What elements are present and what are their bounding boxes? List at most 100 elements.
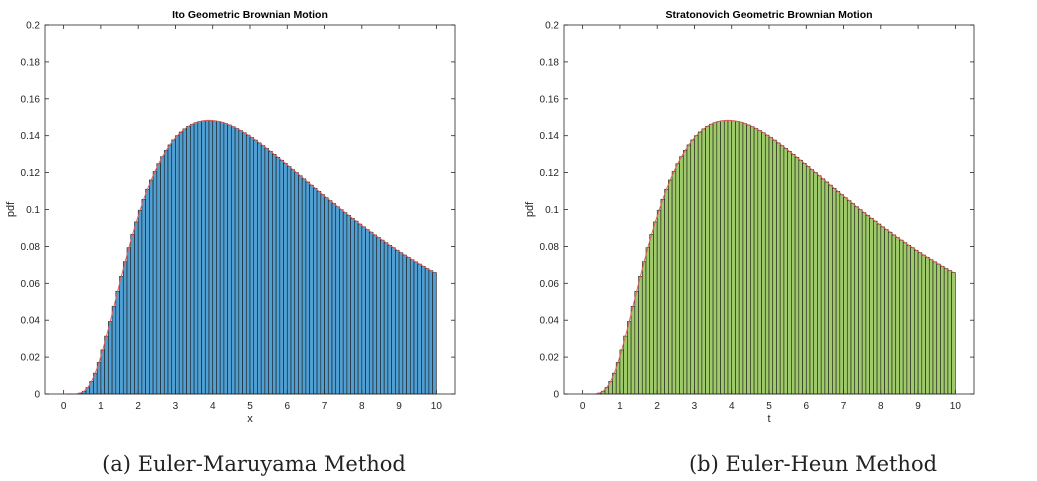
histogram-bar [936, 263, 941, 395]
histogram-bar [880, 226, 885, 395]
histogram-bar [313, 187, 318, 395]
y-tick-label: 0.12 [21, 168, 41, 179]
histogram-bar [346, 215, 351, 395]
histogram-bar [406, 256, 411, 395]
histogram-bar [835, 191, 841, 395]
y-tick-label: 0.1 [26, 205, 40, 216]
histogram-bar [791, 154, 796, 395]
histogram-bar [335, 206, 340, 395]
histogram-bar [294, 172, 299, 395]
caption-b: (b) Euler-Heun Method [554, 452, 1037, 476]
histogram-bar [798, 159, 803, 395]
x-tick-label: 3 [692, 401, 698, 412]
histogram-bar [219, 121, 225, 395]
histogram-bar [653, 221, 658, 395]
histogram-bar [701, 128, 706, 395]
chart-title: Ito Geometric Brownian Motion [172, 9, 328, 21]
histogram-bar [257, 142, 262, 395]
histogram-bar [376, 237, 381, 395]
x-tick-label: 0 [580, 401, 586, 412]
histogram-bar [305, 181, 310, 395]
x-tick-label: 3 [173, 401, 179, 412]
histogram-bar [712, 122, 718, 395]
histogram-bar [122, 261, 128, 395]
caption-a-label: (a) [102, 452, 131, 476]
histogram-bar [428, 270, 433, 395]
histogram-bar [424, 268, 430, 395]
histogram-bar [910, 247, 915, 395]
histogram-bar [234, 128, 240, 395]
y-tick-label: 0.18 [540, 57, 560, 68]
histogram-bar [757, 130, 762, 395]
y-tick-label: 0.2 [545, 21, 559, 32]
histogram-bar [943, 268, 949, 395]
y-axis-label: pdf [5, 201, 17, 217]
histogram-bar [709, 123, 714, 395]
histogram-bar [365, 229, 370, 395]
histogram-bar [761, 132, 766, 395]
histogram-bar [917, 252, 923, 395]
histogram-bar [145, 188, 150, 395]
histogram-bar [750, 126, 755, 395]
histogram-bar [417, 263, 422, 395]
histogram-bar [339, 209, 344, 395]
histogram-bar [100, 349, 105, 395]
histogram-stratonovich-gbm: 0 1 2 3 4 5 6 7 8 9 10 0 0.02 0.04 0.06 0.08 0.1 0.12 0.14… [524, 9, 975, 425]
histogram-bar [163, 150, 169, 395]
histogram-bar [824, 181, 829, 395]
histogram-bar [391, 247, 396, 395]
histogram-bar [178, 131, 184, 395]
histogram-bar [783, 148, 788, 395]
histogram-bar [167, 144, 173, 395]
y-tick-label: 0.08 [540, 242, 560, 253]
histogram-bar [409, 259, 415, 395]
histogram-bar [316, 191, 322, 395]
histogram-bar [753, 128, 759, 395]
histogram-bar [906, 244, 911, 395]
histogram-bar [809, 169, 815, 395]
x-tick-label: 4 [729, 401, 735, 412]
histogram-bar [268, 151, 273, 395]
histogram-bar [776, 142, 781, 395]
density-curve [584, 119, 954, 395]
histogram-bar [223, 123, 228, 395]
histogram-bar [242, 132, 247, 395]
histogram-bar [828, 184, 833, 395]
caption-a: (a) Euler-Maruyama Method [0, 452, 513, 476]
histogram-bar [197, 121, 202, 395]
x-ticks: 0 1 2 3 4 5 6 7 8 9 10 [61, 25, 442, 412]
x-tick-label: 9 [915, 401, 921, 412]
histogram-bar [395, 249, 400, 395]
histogram-bar [357, 223, 363, 395]
histogram-ito-gbm: 0 1 2 3 4 5 6 7 8 9 10 0 0.02 0.04 0.06 0.08 0.1 0.12 0.14… [5, 9, 456, 425]
histogram-bar [694, 135, 699, 395]
histogram-bar [253, 139, 258, 395]
y-tick-label: 0.14 [21, 131, 41, 142]
histogram-bar [627, 321, 632, 395]
x-tick-label: 8 [878, 401, 884, 412]
histogram-bar [738, 121, 744, 395]
histogram-bar [201, 120, 206, 395]
histogram-bar [231, 126, 236, 395]
x-tick-label: 10 [950, 401, 962, 412]
y-tick-label: 0.04 [540, 316, 560, 327]
y-tick-label: 0.08 [21, 242, 41, 253]
x-tick-label: 6 [284, 401, 290, 412]
histogram-bar [716, 121, 721, 395]
histogram-bar [152, 171, 158, 395]
histogram-bar [925, 256, 930, 395]
histogram-bar [820, 178, 826, 395]
histogram-bar [843, 197, 848, 395]
histogram-bar [249, 137, 255, 395]
histogram-bar [272, 154, 277, 395]
y-ticks: 0 0.02 0.04 0.06 0.08 0.1 0.12 0.14 0.16 0.18 0.2 [540, 21, 974, 401]
y-tick-label: 0.06 [540, 279, 560, 290]
histogram-bar [208, 120, 214, 395]
histogram-bar [861, 212, 867, 395]
caption-b-text: Euler-Heun Method [725, 452, 938, 476]
x-ticks: 0 1 2 3 4 5 6 7 8 9 10 [580, 25, 962, 412]
panel-euler-heun: 0 1 2 3 4 5 6 7 8 9 10 0 0.02 0.04 0.06 0.08 0.1 0.12 0.14… [519, 0, 1037, 481]
chart-title: Stratonovich Geometric Brownian Motion [665, 9, 872, 21]
histogram-bar [660, 199, 665, 395]
histogram-bar [368, 231, 374, 395]
